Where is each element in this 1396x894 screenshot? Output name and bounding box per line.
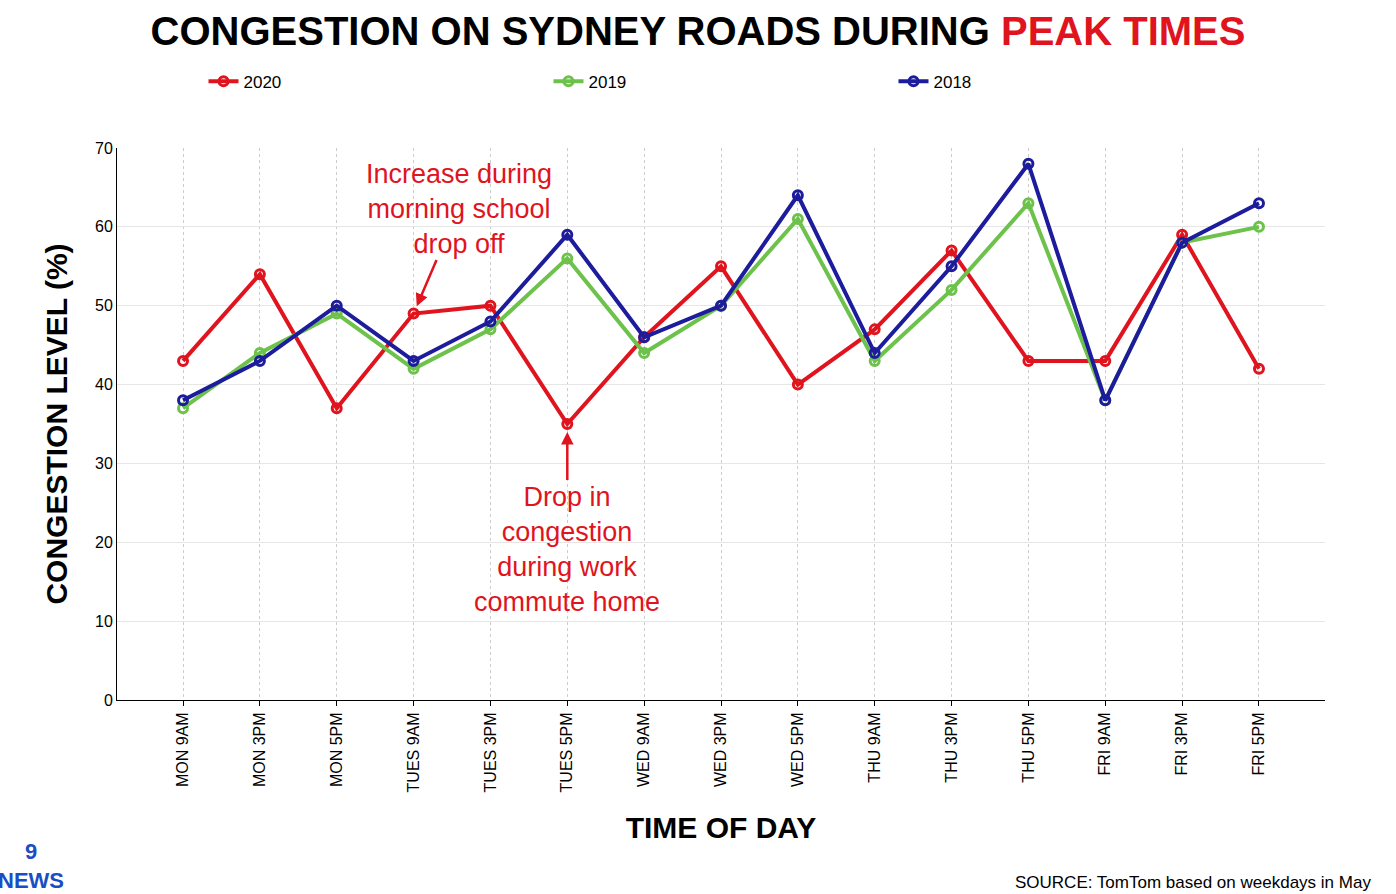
svg-text:70: 70 — [95, 140, 113, 157]
svg-text:MON 3PM: MON 3PM — [251, 712, 268, 787]
svg-text:TUES 3PM: TUES 3PM — [482, 712, 499, 792]
svg-text:WED 9AM: WED 9AM — [635, 712, 652, 787]
svg-text:Drop incongestionduring workco: Drop incongestionduring workcommute home — [474, 482, 660, 617]
svg-text:THU 9AM: THU 9AM — [866, 712, 883, 782]
svg-text:30: 30 — [95, 455, 113, 472]
svg-text:Increase duringmorning schoold: Increase duringmorning schooldrop off — [366, 159, 552, 259]
svg-text:WED 5PM: WED 5PM — [789, 712, 806, 787]
svg-text:THU 3PM: THU 3PM — [943, 712, 960, 782]
svg-text:WED 3PM: WED 3PM — [712, 712, 729, 787]
svg-text:10: 10 — [95, 613, 113, 630]
svg-text:CONGESTION LEVEL (%): CONGESTION LEVEL (%) — [40, 243, 73, 604]
svg-text:2019: 2019 — [589, 73, 627, 92]
svg-text:THU 5PM: THU 5PM — [1020, 712, 1037, 782]
svg-text:FRI 3PM: FRI 3PM — [1173, 712, 1190, 775]
svg-text:0: 0 — [104, 692, 113, 709]
svg-text:MON 9AM: MON 9AM — [174, 712, 191, 787]
svg-text:60: 60 — [95, 218, 113, 235]
svg-text:TUES 5PM: TUES 5PM — [558, 712, 575, 792]
svg-text:MON 5PM: MON 5PM — [328, 712, 345, 787]
svg-text:40: 40 — [95, 376, 113, 393]
svg-text:2018: 2018 — [934, 73, 972, 92]
svg-text:TIME OF DAY: TIME OF DAY — [626, 811, 817, 844]
svg-text:20: 20 — [95, 534, 113, 551]
svg-text:FRI 5PM: FRI 5PM — [1250, 712, 1267, 775]
svg-text:9NEWS: 9NEWS — [0, 839, 64, 893]
svg-text:SOURCE: TomTom based on weekda: SOURCE: TomTom based on weekdays in May — [1015, 873, 1371, 892]
svg-text:TUES 9AM: TUES 9AM — [405, 712, 422, 792]
svg-text:2020: 2020 — [244, 73, 282, 92]
svg-text:CONGESTION ON SYDNEY ROADS DUR: CONGESTION ON SYDNEY ROADS DURING PEAK T… — [151, 9, 1246, 53]
svg-text:FRI 9AM: FRI 9AM — [1096, 712, 1113, 775]
svg-text:50: 50 — [95, 297, 113, 314]
